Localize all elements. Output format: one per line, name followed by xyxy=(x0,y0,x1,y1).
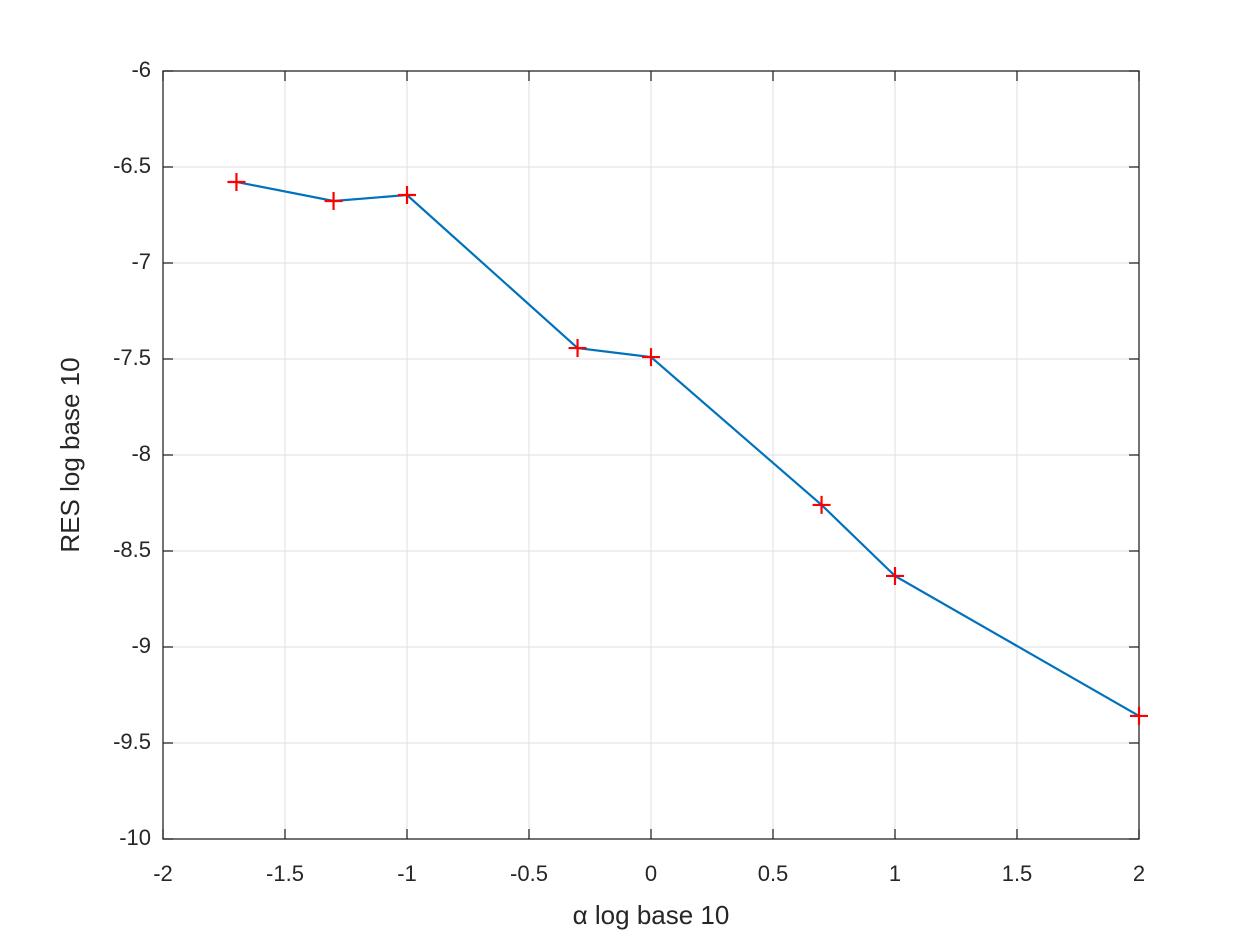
y-tick-label: -9 xyxy=(131,633,151,658)
marker xyxy=(886,566,904,585)
x-tick-label: -1.5 xyxy=(266,861,304,886)
axes-box xyxy=(162,70,1140,840)
x-tick-label: 2 xyxy=(1133,861,1145,886)
marker xyxy=(324,191,343,210)
y-tick-label: -8 xyxy=(131,441,151,466)
marker xyxy=(812,495,831,514)
x-tick-label: 1.5 xyxy=(1002,861,1033,886)
x-tick-label: 1 xyxy=(889,861,901,886)
marker xyxy=(227,172,246,191)
marker xyxy=(1130,706,1148,725)
x-tick-label: -2 xyxy=(153,861,173,886)
x-tick-label: 0 xyxy=(645,861,657,886)
y-tick-label: -6.5 xyxy=(113,153,151,178)
x-axis-label: α log base 10 xyxy=(573,900,730,930)
x-tick-label: -1 xyxy=(397,861,417,886)
line xyxy=(236,180,1140,717)
marker xyxy=(398,186,416,205)
marker xyxy=(642,348,660,367)
y-tick-label: -9.5 xyxy=(113,729,151,754)
y-tick-label: -10 xyxy=(119,825,151,850)
y-tick-label: -7 xyxy=(131,249,151,274)
y-tick-label: -8.5 xyxy=(113,537,151,562)
x-tick-label: 0.5 xyxy=(758,861,789,886)
y-tick-label: -6 xyxy=(131,57,151,82)
y-axis-label: RES log base 10 xyxy=(55,357,85,552)
y-tick-label: -7.5 xyxy=(113,345,151,370)
x-tick-label: -0.5 xyxy=(510,861,548,886)
marker xyxy=(568,339,587,358)
